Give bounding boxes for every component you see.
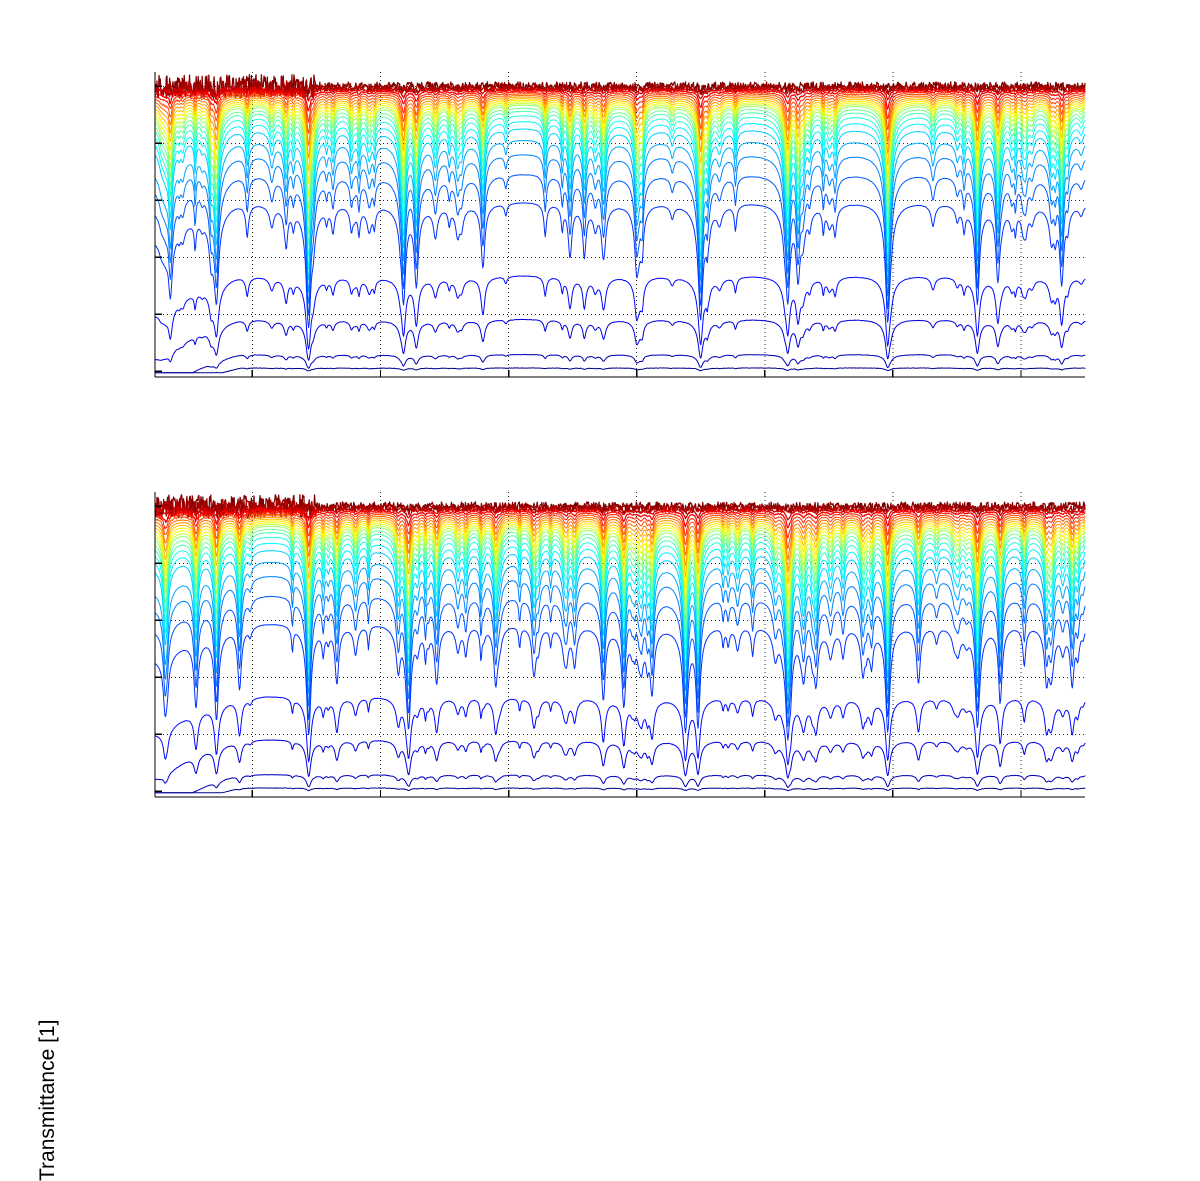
spectra-curves (154, 73, 1086, 374)
plot-area-bin-2 (0, 451, 1200, 901)
axis-frame (154, 72, 1085, 378)
y-axis-label-text: Transmittance [1] (36, 1019, 59, 1181)
subplot-bin-1: Bin 1 Transmittance [1] Wavenumber [cm-1… (0, 0, 1200, 450)
axis-frame (154, 492, 1085, 798)
subplot-bin-2: Bin 2 Transmittance [1] Wavenumber [cm-1… (0, 451, 1200, 1181)
y-axis-label-bin-2: Transmittance [1] (36, 1020, 60, 1181)
spectra-curves (154, 494, 1086, 794)
plot-area-bin-1 (0, 0, 1200, 450)
